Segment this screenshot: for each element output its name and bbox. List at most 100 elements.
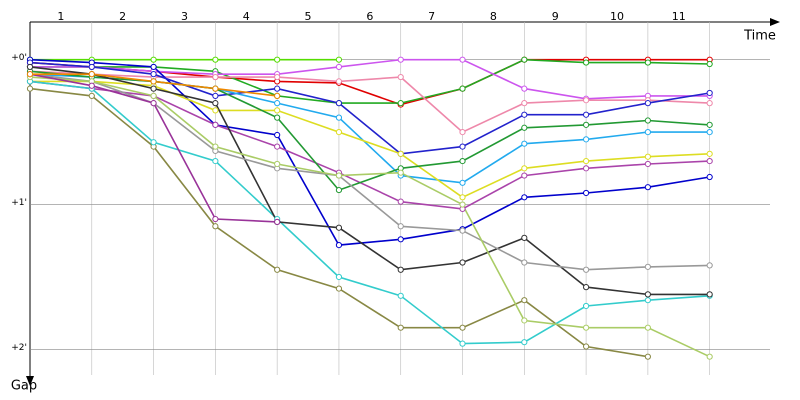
data-point bbox=[26, 71, 34, 78]
data-point bbox=[150, 78, 157, 85]
x-tick-label: 3 bbox=[181, 10, 188, 23]
y-axis-label: Gap bbox=[11, 379, 37, 394]
data-point bbox=[582, 324, 590, 331]
data-point bbox=[150, 100, 157, 107]
data-point bbox=[582, 189, 590, 197]
data-point bbox=[335, 186, 343, 194]
data-point bbox=[521, 259, 528, 266]
data-point bbox=[274, 100, 281, 107]
data-point bbox=[521, 124, 528, 131]
data-point bbox=[706, 157, 713, 165]
data-point bbox=[150, 85, 157, 92]
data-point bbox=[212, 215, 219, 223]
data-point bbox=[397, 150, 404, 157]
series-line bbox=[29, 80, 710, 345]
data-point bbox=[521, 100, 528, 107]
data-point bbox=[397, 169, 404, 176]
data-point bbox=[212, 92, 219, 99]
data-point bbox=[521, 317, 528, 324]
data-point bbox=[521, 234, 528, 241]
data-point bbox=[335, 285, 343, 292]
data-point bbox=[644, 353, 651, 360]
data-point bbox=[706, 100, 713, 107]
data-point bbox=[150, 139, 157, 146]
x-tick-label: 1 bbox=[57, 10, 64, 23]
data-point bbox=[459, 179, 466, 186]
data-point bbox=[644, 297, 651, 304]
data-point bbox=[274, 107, 281, 114]
data-point bbox=[26, 63, 34, 71]
data-point bbox=[644, 100, 651, 107]
series-line bbox=[30, 80, 710, 199]
series-line bbox=[29, 70, 710, 192]
data-point bbox=[150, 92, 157, 99]
data-point bbox=[335, 129, 343, 136]
data-point bbox=[706, 353, 713, 360]
data-point bbox=[274, 114, 281, 121]
data-point bbox=[335, 242, 343, 249]
data-point bbox=[644, 184, 651, 191]
data-point bbox=[644, 291, 651, 298]
data-point bbox=[397, 324, 404, 331]
data-point bbox=[397, 100, 404, 107]
data-point bbox=[644, 59, 651, 66]
data-point bbox=[521, 194, 528, 201]
x-tick-label: 5 bbox=[305, 10, 312, 23]
data-point bbox=[335, 63, 343, 71]
data-point bbox=[706, 150, 713, 157]
x-axis-arrow bbox=[770, 18, 780, 26]
series-line bbox=[29, 70, 710, 134]
data-point bbox=[274, 266, 281, 273]
series-line bbox=[30, 58, 710, 100]
x-tick-label: 6 bbox=[366, 10, 373, 23]
data-point bbox=[459, 56, 466, 63]
data-point bbox=[582, 343, 590, 350]
data-point bbox=[212, 73, 219, 81]
data-point bbox=[459, 340, 466, 347]
data-point bbox=[706, 262, 713, 269]
data-point bbox=[521, 172, 528, 179]
data-point bbox=[212, 100, 219, 107]
data-point bbox=[88, 92, 95, 99]
data-point bbox=[397, 223, 404, 230]
data-point bbox=[582, 157, 590, 165]
data-point bbox=[335, 100, 343, 107]
data-point bbox=[274, 143, 281, 150]
series-line bbox=[29, 58, 710, 246]
data-point bbox=[397, 266, 404, 273]
data-point bbox=[274, 131, 281, 139]
x-tick-label: 2 bbox=[119, 10, 126, 23]
data-point bbox=[459, 157, 466, 165]
data-point bbox=[644, 117, 651, 124]
y-tick-label: +1' bbox=[11, 198, 27, 208]
data-point bbox=[212, 143, 219, 150]
data-point bbox=[521, 56, 528, 63]
data-point bbox=[521, 140, 528, 147]
data-point bbox=[212, 56, 219, 63]
data-point bbox=[582, 266, 590, 273]
data-point bbox=[88, 63, 95, 71]
data-point bbox=[582, 302, 590, 310]
data-point bbox=[335, 172, 343, 179]
data-point bbox=[397, 73, 404, 81]
data-point bbox=[582, 121, 590, 128]
data-point bbox=[521, 165, 528, 172]
data-point bbox=[459, 143, 466, 150]
data-point bbox=[88, 82, 95, 89]
data-point bbox=[459, 227, 466, 234]
data-point bbox=[397, 198, 404, 205]
data-point bbox=[706, 173, 713, 181]
data-point bbox=[582, 284, 590, 291]
x-tick-label: 7 bbox=[428, 10, 435, 23]
data-point bbox=[644, 160, 651, 168]
data-point bbox=[397, 56, 404, 63]
data-point bbox=[212, 85, 219, 92]
data-point bbox=[212, 107, 219, 114]
x-tick-label: 9 bbox=[552, 10, 559, 23]
series-line bbox=[29, 66, 710, 296]
data-point bbox=[397, 236, 404, 243]
data-point bbox=[150, 63, 157, 71]
y-tick-label: +0' bbox=[11, 53, 27, 63]
data-point bbox=[644, 129, 651, 136]
data-point bbox=[582, 97, 590, 104]
